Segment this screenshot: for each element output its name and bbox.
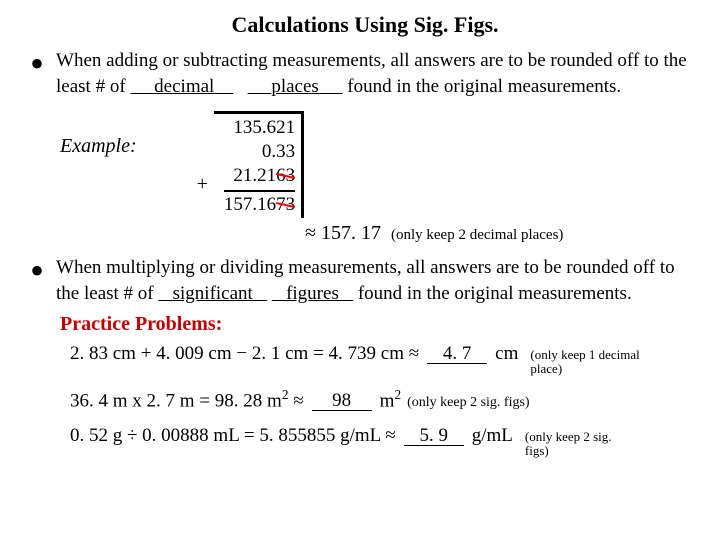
p1-tail: cm (495, 342, 518, 367)
p2-expr-a: 36. 4 m x 2. 7 m = 98. 28 m (70, 390, 282, 411)
sum-line: 157.1673 (224, 190, 295, 217)
blank-places: places (271, 76, 318, 97)
p2-note: (only keep 2 sig. figs) (407, 394, 529, 412)
bullet-icon: • (30, 261, 44, 281)
blank-figures: figures (286, 283, 339, 304)
example-block: Example: + 135.621 0.33 21.2163 157.1673 (60, 111, 700, 218)
example-approx: ≈ 157. 17 (only keep 2 decimal places) (305, 222, 700, 245)
rule-multiply-divide: • When multiplying or dividing measureme… (30, 255, 700, 306)
example-label: Example: (60, 135, 137, 158)
blank-significant: significant (173, 283, 253, 304)
problem-2: 36. 4 m x 2. 7 m = 98. 28 m2 ≈ 98 m2 (on… (70, 386, 700, 414)
p2-expr-b: ≈ (288, 390, 303, 411)
rule2-text: When multiplying or dividing measurement… (56, 255, 700, 306)
p3-answer: 5. 9 (404, 426, 464, 446)
blank-decimal: decimal (154, 76, 214, 97)
p3-tail: g/mL (472, 424, 513, 449)
addend1: 135.621 (224, 116, 295, 140)
addend3: 21.2163 (224, 164, 295, 188)
rule1-text: When adding or subtracting measurements,… (56, 48, 700, 99)
calc-stack: + 135.621 0.33 21.2163 157.1673 (197, 111, 305, 218)
rule1-post: found in the original measurements. (347, 76, 621, 97)
p2-tail: m2 (380, 386, 401, 414)
addend3-strike: 63 (276, 165, 295, 186)
p1-expr: 2. 83 cm + 4. 009 cm − 2. 1 cm = 4. 739 … (70, 342, 419, 367)
p1-answer: 4. 7 (427, 344, 487, 364)
page-title: Calculations Using Sig. Figs. (30, 12, 700, 38)
p3-note: (only keep 2 sig. figs) (525, 430, 635, 459)
p2-expr: 36. 4 m x 2. 7 m = 98. 28 m2 ≈ (70, 386, 304, 414)
rule2-post: found in the original measurements. (358, 283, 632, 304)
p2-answer: 98 (312, 391, 372, 411)
problem-1: 2. 83 cm + 4. 009 cm − 2. 1 cm = 4. 739 … (70, 342, 700, 377)
rule-add-subtract: • When adding or subtracting measurement… (30, 48, 700, 99)
addition-stack: 135.621 0.33 21.2163 157.1673 (214, 111, 304, 218)
approx-note: (only keep 2 decimal places) (391, 227, 563, 243)
addend2: 0.33 (224, 140, 295, 164)
p2-tail-unit: m (380, 390, 395, 411)
sum-keep: 157.16 (224, 194, 276, 215)
plus-sign: + (197, 173, 208, 196)
approx-value: ≈ 157. 17 (305, 222, 381, 244)
sum-strike: 73 (276, 194, 295, 215)
problem-3: 0. 52 g ÷ 0. 00888 mL = 5. 855855 g/mL ≈… (70, 424, 700, 459)
p3-expr: 0. 52 g ÷ 0. 00888 mL = 5. 855855 g/mL ≈ (70, 424, 396, 449)
practice-heading: Practice Problems: (60, 313, 700, 336)
bullet-icon: • (30, 54, 44, 74)
p1-note: (only keep 1 decimal place) (530, 348, 640, 377)
addend3-keep: 21.21 (233, 165, 276, 186)
